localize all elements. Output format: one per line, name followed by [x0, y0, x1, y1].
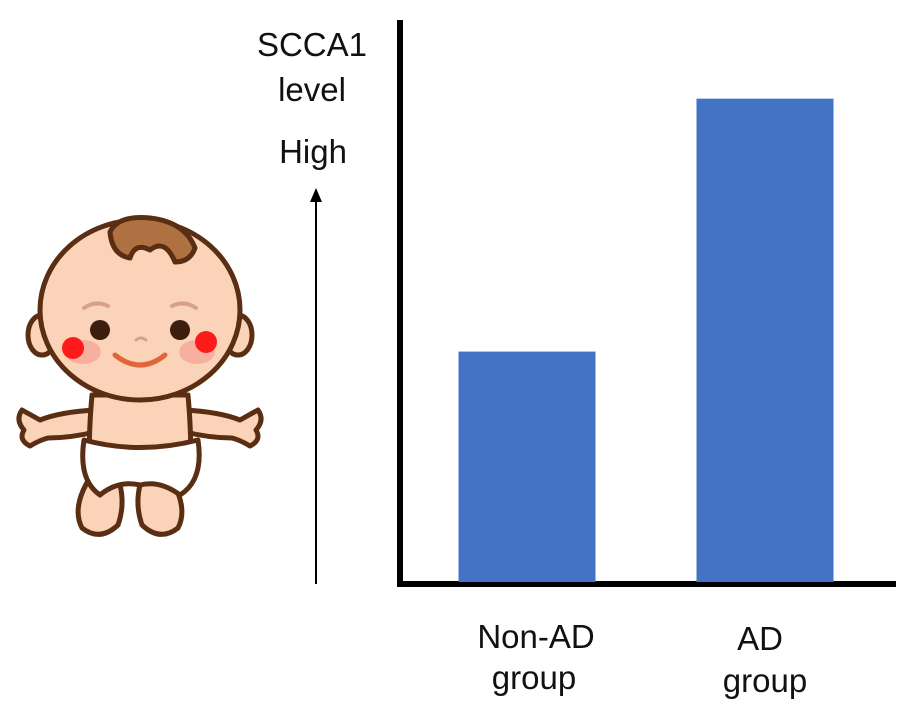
high-label: High: [279, 133, 347, 170]
x-tick-label-non-ad: Non-AD: [477, 618, 594, 655]
baby-illustration: [16, 215, 264, 537]
y-axis-label-line2: level: [278, 71, 346, 108]
bar-non-ad-group: [458, 351, 596, 582]
x-tick-label-ad-line2: group: [723, 662, 807, 699]
high-arrow: [310, 188, 322, 584]
x-tick-label-ad: AD: [737, 620, 783, 657]
x-tick-label-non-ad-line2: group: [492, 659, 576, 696]
baby-face: [62, 301, 217, 368]
y-axis-label-line1: SCCA1: [257, 26, 367, 63]
bar-ad-group: [696, 98, 834, 583]
